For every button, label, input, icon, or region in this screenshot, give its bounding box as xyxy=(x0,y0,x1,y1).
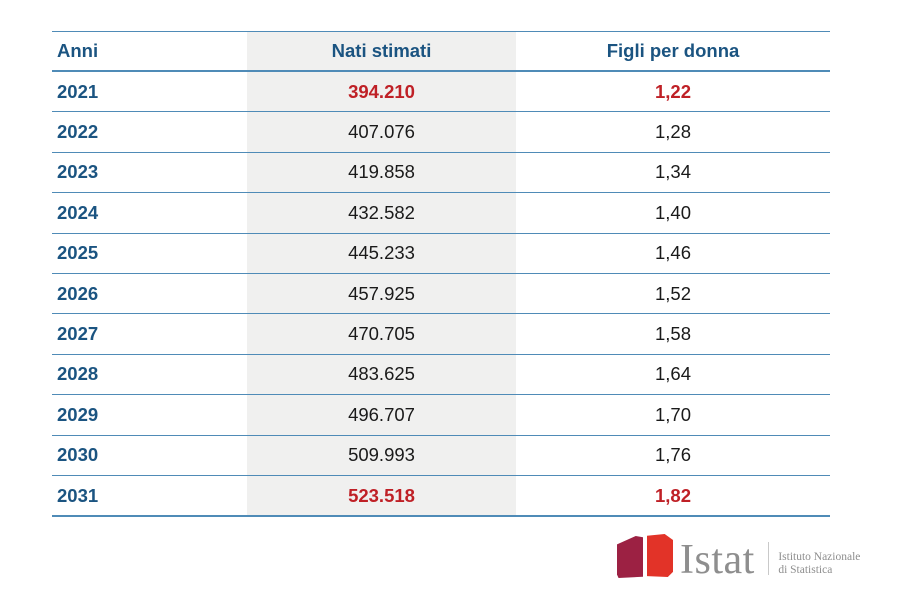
tfr-cell: 1,70 xyxy=(654,403,691,425)
table-row: 2029 496.707 1,70 xyxy=(52,395,830,436)
year-cell: 2025 xyxy=(57,242,99,264)
institute-name-line2: di Statistica xyxy=(778,563,833,576)
column-header-figli-per-donna: Figli per donna xyxy=(606,40,740,61)
tfr-cell: 1,40 xyxy=(654,201,691,223)
births-cell: 523.518 xyxy=(247,475,516,516)
table-row: 2022 407.076 1,28 xyxy=(52,112,830,153)
table-row: 2021 394.210 1,22 xyxy=(52,72,830,113)
year-cell: 2021 xyxy=(57,80,99,102)
births-cell: 432.582 xyxy=(247,193,516,233)
table-header-row: Anni Nati stimati Figli per donna xyxy=(52,32,830,72)
births-cell: 496.707 xyxy=(247,395,516,435)
istat-logo-left-shape-icon xyxy=(617,536,643,578)
tfr-cell: 1,82 xyxy=(654,484,691,506)
births-forecast-table: Anni Nati stimati Figli per donna 2021 3… xyxy=(52,31,830,518)
births-cell: 445.233 xyxy=(247,233,516,273)
tfr-cell: 1,22 xyxy=(654,80,691,102)
istat-logo-icon xyxy=(616,532,673,579)
table-row: 2031 523.518 1,82 xyxy=(52,475,830,518)
tfr-cell: 1,58 xyxy=(654,323,691,345)
table-row: 2028 483.625 1,64 xyxy=(52,354,830,396)
year-cell: 2028 xyxy=(57,363,99,385)
tfr-cell: 1,46 xyxy=(654,242,691,264)
year-cell: 2031 xyxy=(57,484,99,506)
tfr-cell: 1,34 xyxy=(654,161,691,183)
table-row: 2024 432.582 1,40 xyxy=(52,193,830,234)
births-cell: 457.925 xyxy=(247,273,516,314)
tfr-cell: 1,28 xyxy=(654,121,691,143)
table-row: 2023 419.858 1,34 xyxy=(52,152,830,194)
year-cell: 2023 xyxy=(57,161,99,183)
births-cell: 483.625 xyxy=(247,354,516,395)
tfr-cell: 1,76 xyxy=(654,444,691,466)
table-row: 2026 457.925 1,52 xyxy=(52,273,830,315)
table-row: 2027 470.705 1,58 xyxy=(52,314,830,355)
births-cell: 394.210 xyxy=(247,72,516,112)
table-row: 2025 445.233 1,46 xyxy=(52,233,830,274)
year-cell: 2026 xyxy=(57,282,99,304)
year-cell: 2027 xyxy=(57,323,99,345)
table-row: 2030 509.993 1,76 xyxy=(52,435,830,476)
tfr-cell: 1,52 xyxy=(654,282,691,304)
istat-wordmark: Istat xyxy=(680,537,755,583)
year-cell: 2024 xyxy=(57,201,99,223)
year-cell: 2030 xyxy=(57,444,99,466)
births-cell: 407.076 xyxy=(247,112,516,152)
column-header-anni: Anni xyxy=(57,40,99,61)
institute-name-line1: Istituto Nazionale xyxy=(778,551,861,563)
births-cell: 470.705 xyxy=(247,314,516,354)
year-cell: 2029 xyxy=(57,403,99,425)
births-cell: 509.993 xyxy=(247,435,516,475)
istat-institute-name: Istituto Nazionale di Statistica xyxy=(778,551,860,576)
istat-logo-right-shape-icon xyxy=(647,534,673,577)
year-cell: 2022 xyxy=(57,121,99,143)
births-cell: 419.858 xyxy=(247,152,516,193)
tfr-cell: 1,64 xyxy=(654,363,691,385)
logo-divider xyxy=(767,542,770,575)
istat-logo: Istat Istituto Nazionale di Statistica xyxy=(616,532,860,581)
column-header-nati-stimati: Nati stimati xyxy=(247,32,516,70)
